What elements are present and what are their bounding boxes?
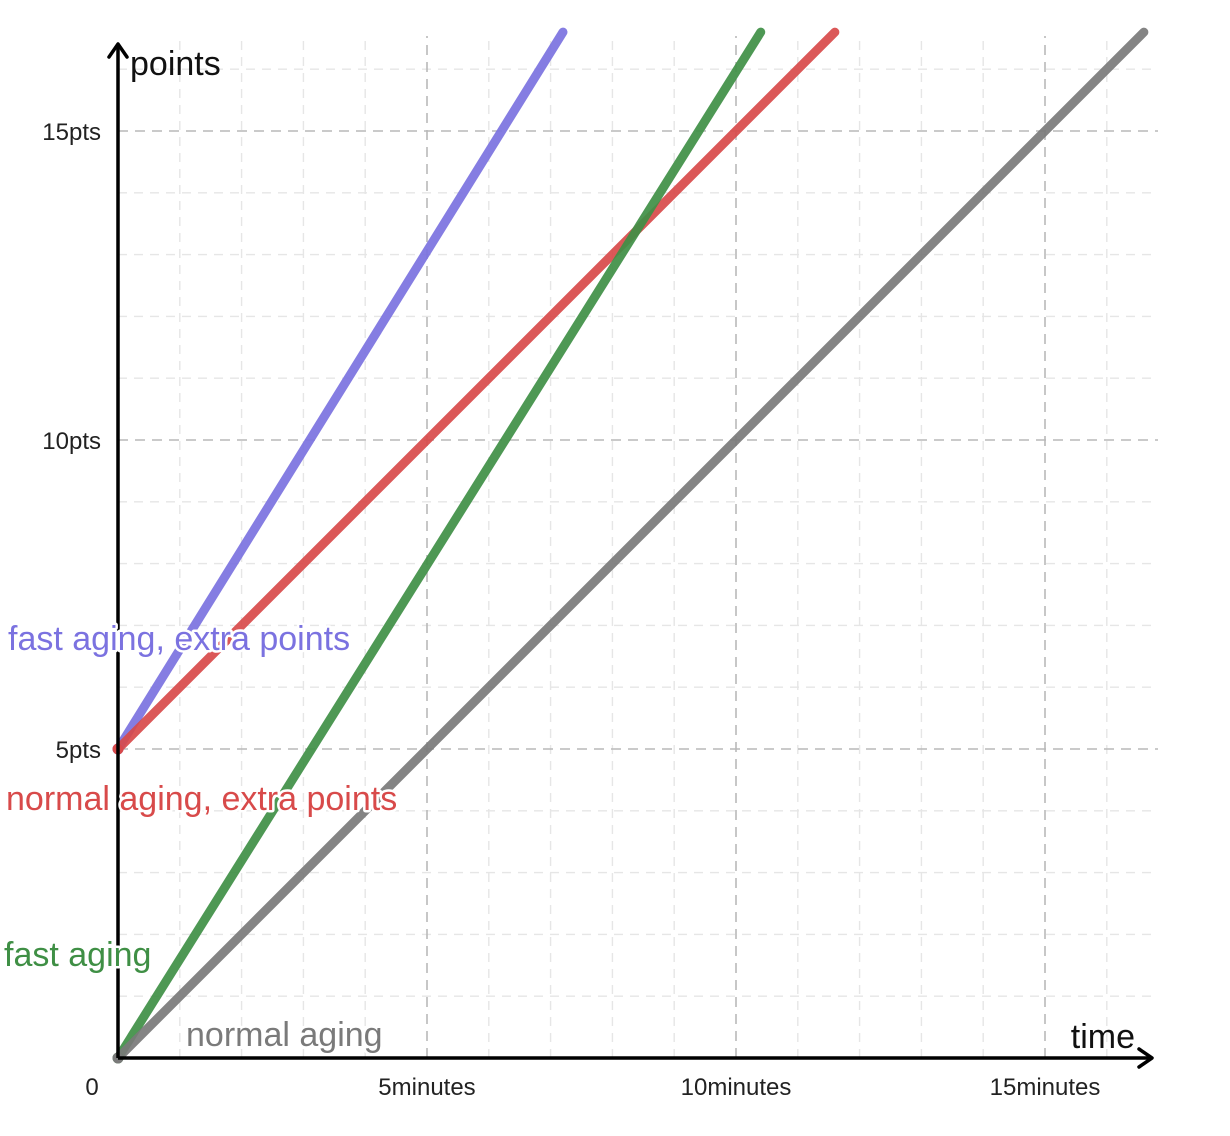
y-tick-label: 15pts bbox=[42, 119, 101, 146]
y-tick-label: 5pts bbox=[56, 737, 101, 764]
series-lines bbox=[112, 27, 1149, 1064]
x-tick-label: 10minutes bbox=[681, 1074, 792, 1101]
x-tick-label: 0 bbox=[85, 1074, 98, 1101]
major-grid bbox=[118, 36, 1158, 1058]
series-line-normal-aging-extra-points bbox=[113, 27, 840, 754]
y-tick-label: 10pts bbox=[42, 428, 101, 455]
y-axis-arrowhead bbox=[107, 42, 129, 59]
series-line-normal-aging bbox=[113, 27, 1149, 1063]
y-axis-title: points bbox=[130, 45, 221, 83]
axes bbox=[107, 42, 1154, 1069]
series-label-fast-aging-extra-points: fast aging, extra points bbox=[8, 620, 350, 658]
series-line-fast-aging bbox=[113, 27, 766, 1063]
series-label-normal-aging-extra-points: normal aging, extra points bbox=[6, 780, 397, 818]
series-label-fast-aging: fast aging bbox=[4, 936, 151, 974]
x-axis-title: time bbox=[1071, 1018, 1135, 1056]
x-axis-arrowhead bbox=[1137, 1047, 1154, 1069]
x-tick-label: 5minutes bbox=[378, 1074, 475, 1101]
tick-labels: 0 5minutes 10minutes 15minutes 5pts 10pts 15pt… bbox=[42, 119, 1100, 1101]
minor-grid bbox=[118, 36, 1158, 1058]
series-label-normal-aging: normal aging bbox=[186, 1016, 383, 1054]
x-tick-label: 15minutes bbox=[990, 1074, 1101, 1101]
series-line-fast-aging-extra-points bbox=[113, 27, 568, 754]
